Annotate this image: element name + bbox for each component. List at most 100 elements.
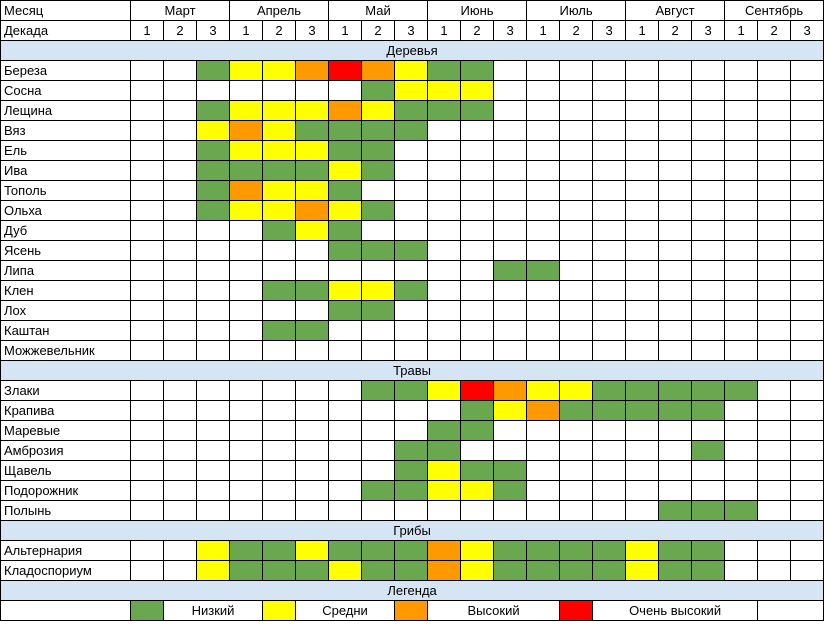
level-cell [460, 420, 495, 441]
level-cell [328, 560, 363, 581]
level-cell [262, 260, 296, 281]
plant-row: Ясень [0, 240, 824, 261]
level-cell [163, 60, 197, 81]
level-cell [691, 380, 726, 401]
level-cell [361, 80, 396, 101]
level-cell [361, 100, 396, 121]
level-cell [130, 500, 164, 521]
level-cell [460, 400, 495, 421]
level-cell [196, 340, 230, 361]
level-cell [460, 200, 495, 221]
level-cell [229, 120, 263, 141]
level-cell [460, 260, 495, 281]
plant-name: Альтернария [0, 540, 131, 561]
level-cell [625, 440, 660, 461]
level-cell [493, 460, 528, 481]
level-cell [427, 80, 462, 101]
level-cell [691, 60, 726, 81]
level-cell [460, 160, 495, 181]
level-cell [196, 400, 230, 421]
level-cell [328, 380, 363, 401]
legend-blank-cell [0, 600, 131, 621]
month-1: Март [130, 0, 230, 21]
level-cell [493, 480, 528, 501]
level-cell [559, 380, 594, 401]
legend-label: Очень высокий [592, 600, 759, 621]
level-cell [361, 500, 396, 521]
level-cell [427, 60, 462, 81]
level-cell [493, 300, 528, 321]
level-cell [625, 380, 660, 401]
level-cell [757, 400, 792, 421]
level-cell [229, 560, 263, 581]
level-cell [559, 200, 594, 221]
level-cell [625, 220, 660, 241]
level-cell [493, 120, 528, 141]
plant-name: Полынь [0, 500, 131, 521]
level-cell [130, 100, 164, 121]
level-cell [625, 180, 660, 201]
level-cell [724, 180, 759, 201]
level-cell [328, 460, 363, 481]
level-cell [691, 260, 726, 281]
level-cell [658, 320, 693, 341]
level-cell [526, 420, 561, 441]
decade-number: 1 [229, 20, 263, 41]
level-cell [229, 240, 263, 261]
level-cell [361, 380, 396, 401]
legend-header-row: Легенда [0, 580, 824, 601]
level-cell [196, 300, 230, 321]
level-cell [163, 300, 197, 321]
legend-title: Легенда [0, 580, 824, 601]
level-cell [262, 280, 296, 301]
plant-row: Злаки [0, 380, 824, 401]
level-cell [559, 540, 594, 561]
level-cell [294, 120, 330, 141]
level-cell [658, 240, 693, 261]
level-cell [493, 320, 528, 341]
level-cell [229, 480, 263, 501]
level-cell [691, 420, 726, 441]
level-cell [460, 80, 495, 101]
level-cell [559, 240, 594, 261]
level-cell [427, 200, 462, 221]
plant-name: Амброзия [0, 440, 131, 461]
level-cell [724, 260, 759, 281]
level-cell [592, 100, 627, 121]
level-cell [691, 160, 726, 181]
level-cell [427, 480, 462, 501]
plant-row: Маревые [0, 420, 824, 441]
level-cell [262, 460, 296, 481]
level-cell [196, 240, 230, 261]
level-cell [163, 240, 197, 261]
legend-label: Высокий [427, 600, 561, 621]
level-cell [262, 400, 296, 421]
level-cell [394, 560, 429, 581]
plant-name: Маревые [0, 420, 131, 441]
level-cell [724, 200, 759, 221]
level-cell [229, 540, 263, 561]
level-cell [493, 500, 528, 521]
level-cell [130, 440, 164, 461]
level-cell [262, 440, 296, 461]
level-cell [328, 160, 363, 181]
level-cell [229, 60, 263, 81]
level-cell [361, 200, 396, 221]
level-cell [526, 480, 561, 501]
level-cell [559, 80, 594, 101]
level-cell [328, 120, 363, 141]
level-cell [262, 500, 296, 521]
level-cell [130, 160, 164, 181]
level-cell [262, 340, 296, 361]
level-cell [196, 320, 230, 341]
level-cell [757, 560, 792, 581]
level-cell [427, 180, 462, 201]
level-cell [328, 280, 363, 301]
level-cell [790, 240, 824, 261]
level-cell [790, 200, 824, 221]
level-cell [196, 460, 230, 481]
level-cell [460, 100, 495, 121]
level-cell [691, 340, 726, 361]
level-cell [394, 280, 429, 301]
level-cell [790, 460, 824, 481]
